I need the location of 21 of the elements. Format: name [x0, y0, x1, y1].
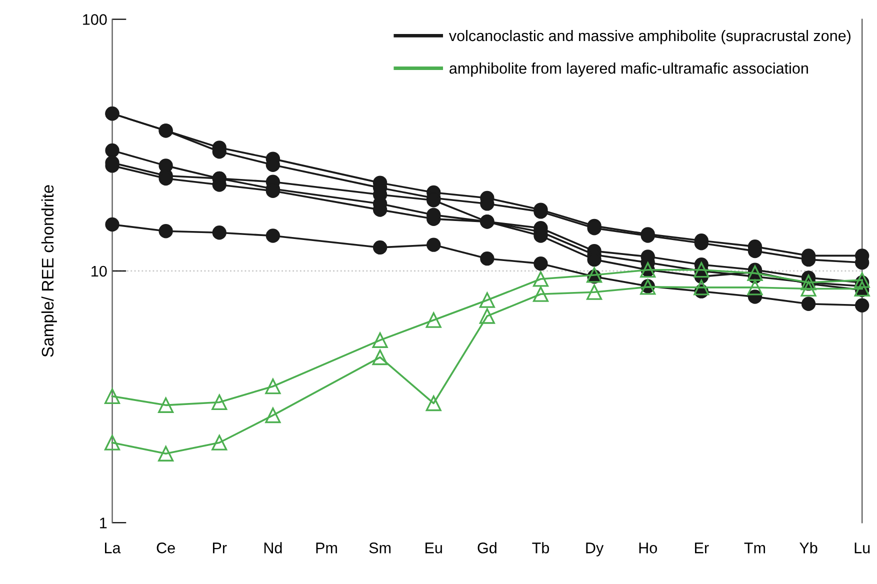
x-tick-label: Ce [156, 542, 175, 554]
legend-label: volcanoclastic and massive amphibolite (supracrustal zone) [448, 30, 850, 44]
x-tick-label: Er [695, 542, 709, 554]
x-tick-label: Tb [532, 542, 550, 554]
x-tick-label: Nd [264, 542, 282, 554]
x-tick-label: Lu [854, 542, 870, 554]
y-tick-label: 1 [100, 518, 107, 528]
x-tick-label: Sm [369, 542, 391, 554]
x-tick-label: Yb [800, 542, 818, 554]
legend-label: amphibolite from layered mafic-ultramafic association [450, 62, 808, 77]
y-tick-label: 100 [83, 14, 107, 25]
x-tick-label: Gd [478, 542, 496, 554]
x-tick-label: La [105, 542, 121, 554]
x-tick-label: Eu [426, 542, 442, 554]
x-tick-label: Dy [586, 542, 604, 556]
x-tick-label: Tm [744, 542, 765, 554]
x-tick-label: Pr [212, 542, 227, 554]
y-axis-title: Sample/ REE chondrite [41, 185, 57, 357]
x-tick-label: Pm [316, 542, 337, 554]
y-tick-label: 10 [92, 266, 107, 277]
x-tick-label: Ho [639, 542, 657, 554]
